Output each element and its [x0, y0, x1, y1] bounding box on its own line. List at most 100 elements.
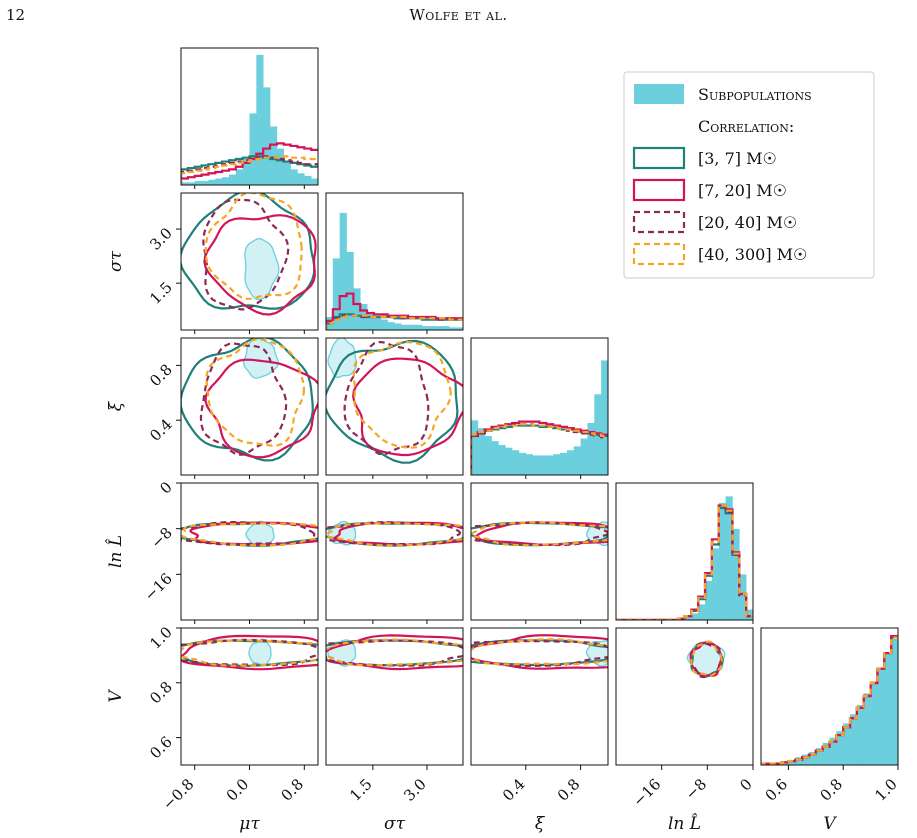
- hist-step-c3_7-mu_tau: [181, 155, 318, 185]
- y-tick-label-sigma_tau: 1.5: [146, 278, 176, 308]
- legend-swatch: [632, 178, 686, 202]
- contour-c40_300-mu_tau-lnL: [181, 522, 318, 547]
- panel-frame: [615, 482, 754, 621]
- hist-bar-subpop-nu: [808, 751, 817, 765]
- hist-step-c40_300-mu_tau: [181, 155, 318, 185]
- panel-frame: [325, 482, 464, 621]
- hist-bar-subpop-nu: [788, 759, 796, 765]
- panel-mu_tau-xi: 0.4 0.8 ξ: [106, 337, 319, 479]
- panel-mu_tau-mu_tau: [180, 47, 319, 189]
- contour-c20_40-xi-lnL: [471, 521, 608, 547]
- panel-frame: [325, 627, 464, 766]
- hist-bar-subpop-sigma_tau: [435, 326, 443, 330]
- contour-c7_20-sigma_tau-xi: [352, 357, 463, 457]
- panel-frame: [325, 337, 464, 476]
- hist-bar-subpop-xi: [560, 452, 568, 475]
- hist-bar-subpop-mu_tau: [215, 178, 223, 185]
- hist-bar-subpop-mu_tau: [201, 181, 209, 185]
- hist-bar-subpop-mu_tau: [228, 174, 237, 185]
- panel-lnL-nu: −16 −8 0 ln L̂: [615, 627, 756, 834]
- hist-bar-subpop-sigma_tau: [380, 319, 388, 330]
- hist-bar-subpop-mu_tau: [242, 158, 250, 185]
- hist-bar-subpop-xi: [532, 455, 540, 475]
- hist-bar-subpop-xi: [477, 428, 485, 475]
- contour-c40_300-sigma_tau-lnL: [326, 522, 463, 547]
- panel-content: [181, 54, 318, 185]
- panel-sigma_tau-sigma_tau: [325, 192, 464, 334]
- hist-bar-subpop-lnL: [725, 496, 733, 620]
- hist-bar-subpop-xi: [525, 454, 533, 475]
- legend-label: [7, 20] M☉: [698, 181, 787, 200]
- panel-mu_tau-sigma_tau: 1.5 3.0 στ: [106, 192, 319, 334]
- hist-bar-subpop-sigma_tau: [428, 326, 436, 330]
- hist-bar-subpop-mu_tau: [270, 126, 278, 185]
- panel-sigma_tau-lnL: [325, 482, 464, 624]
- hist-bar-subpop-lnL: [732, 528, 740, 620]
- contour-c20_40-mu_tau-nu: [181, 638, 318, 667]
- hist-bar-subpop-xi: [512, 450, 520, 475]
- hist-bar-subpop-mu_tau: [249, 113, 257, 185]
- contour-c7_20-mu_tau-nu: [181, 634, 318, 671]
- panel-content: [471, 360, 608, 475]
- hist-bar-subpop-lnL: [691, 613, 699, 620]
- contour-c40_300-mu_tau-xi: [205, 338, 306, 447]
- hist-bar-subpop-lnL: [684, 617, 692, 620]
- panel-content: [761, 635, 898, 765]
- panel-frame: [760, 627, 899, 766]
- x-tick-label-lnL: −8: [682, 775, 710, 803]
- hist-bar-subpop-lnL: [739, 574, 747, 620]
- hist-bar-subpop-sigma_tau: [408, 324, 416, 330]
- panel-xi-lnL: [470, 482, 609, 624]
- hist-bar-subpop-nu: [829, 737, 837, 765]
- hist-step-c40_300-lnL: [616, 504, 753, 620]
- hist-bar-subpop-xi: [498, 445, 506, 475]
- panel-mu_tau-nu: −0.8 0.0 0.8 μτ 0.6 0.8 1.0 V: [106, 623, 319, 834]
- hist-bar-subpop-sigma_tau: [394, 323, 402, 330]
- hist-step-c40_300-sigma_tau: [326, 314, 463, 330]
- x-tick-label-sigma_tau: 3.0: [400, 775, 430, 805]
- hist-bar-subpop-xi: [539, 455, 547, 475]
- hist-step-c7_20-xi: [471, 420, 608, 475]
- hist-bar-subpop-sigma_tau: [401, 324, 409, 330]
- hist-bar-subpop-sigma_tau: [387, 322, 395, 330]
- x-tick-label-lnL: 0: [736, 775, 755, 794]
- y-tick-label-sigma_tau: 3.0: [146, 224, 176, 254]
- hist-step-c20_40-mu_tau: [181, 155, 318, 185]
- hist-bar-subpop-mu_tau: [283, 161, 291, 185]
- hist-bar-subpop-nu: [877, 668, 885, 765]
- y-axis-label-xi: ξ: [106, 400, 126, 411]
- y-tick-label-nu: 1.0: [146, 623, 176, 653]
- hist-bar-subpop-nu: [815, 748, 823, 765]
- panel-frame: [180, 482, 319, 621]
- hist-bar-subpop-mu_tau: [297, 173, 305, 185]
- hist-bar-subpop-sigma_tau: [449, 327, 457, 330]
- x-tick-label-nu: 0.8: [816, 775, 846, 805]
- hist-bar-subpop-lnL: [698, 604, 706, 620]
- panel-content: [471, 634, 608, 670]
- hist-step-c40_300-xi: [471, 423, 608, 475]
- hist-bar-subpop-nu: [863, 693, 871, 765]
- contour-c40_300-mu_tau-sigma_tau: [204, 193, 303, 300]
- x-tick-label-nu: 0.6: [762, 775, 792, 805]
- contour-c20_40-sigma_tau-xi: [343, 340, 430, 456]
- hist-bar-subpop-nu: [891, 638, 898, 765]
- panel-content: [181, 520, 318, 547]
- hist-bar-subpop-xi: [484, 435, 492, 475]
- contour-c20_40-mu_tau-sigma_tau: [202, 198, 290, 311]
- y-tick-label-xi: 0.8: [146, 361, 176, 391]
- panel-frame: [470, 482, 609, 621]
- hist-bar-subpop-xi: [601, 360, 608, 475]
- hist-bar-subpop-sigma_tau: [332, 258, 340, 330]
- hist-bar-subpop-xi: [471, 420, 479, 475]
- contour-c40_300-sigma_tau-xi: [352, 340, 452, 449]
- contour-subpop-mu_tau-lnL: [245, 520, 275, 545]
- panel-content: [326, 634, 463, 671]
- legend-label: [40, 300] M☉: [698, 245, 807, 264]
- panel-content: [326, 520, 463, 547]
- panel-content: [181, 193, 317, 316]
- legend-swatch: [632, 242, 686, 266]
- hist-bar-subpop-mu_tau: [181, 182, 189, 185]
- contour-c3_7-sigma_tau-xi: [326, 339, 459, 464]
- x-axis-label-xi: ξ: [535, 814, 546, 834]
